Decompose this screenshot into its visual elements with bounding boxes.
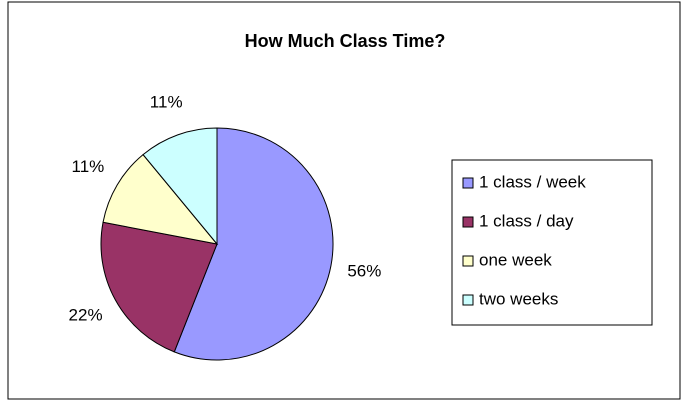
legend-swatch (462, 294, 474, 306)
legend-label: one week (479, 250, 552, 269)
pie-slice (100, 221, 218, 353)
data-label: 11% (150, 92, 183, 111)
data-label: 22% (69, 306, 103, 325)
data-label: 11% (72, 157, 105, 176)
legend-label: two weeks (479, 289, 558, 308)
chart-title: How Much Class Time? (245, 31, 446, 51)
data-label: 56% (347, 262, 381, 281)
legend-label: 1 class / day (479, 211, 574, 230)
pie-slice (142, 127, 218, 246)
legend-swatch (462, 177, 474, 189)
legend-box (451, 159, 653, 326)
legend-swatch (462, 255, 474, 267)
pie-slice (173, 127, 334, 361)
legend-label: 1 class / week (479, 172, 586, 191)
pie-slice (102, 153, 219, 245)
legend-swatch (462, 216, 474, 228)
